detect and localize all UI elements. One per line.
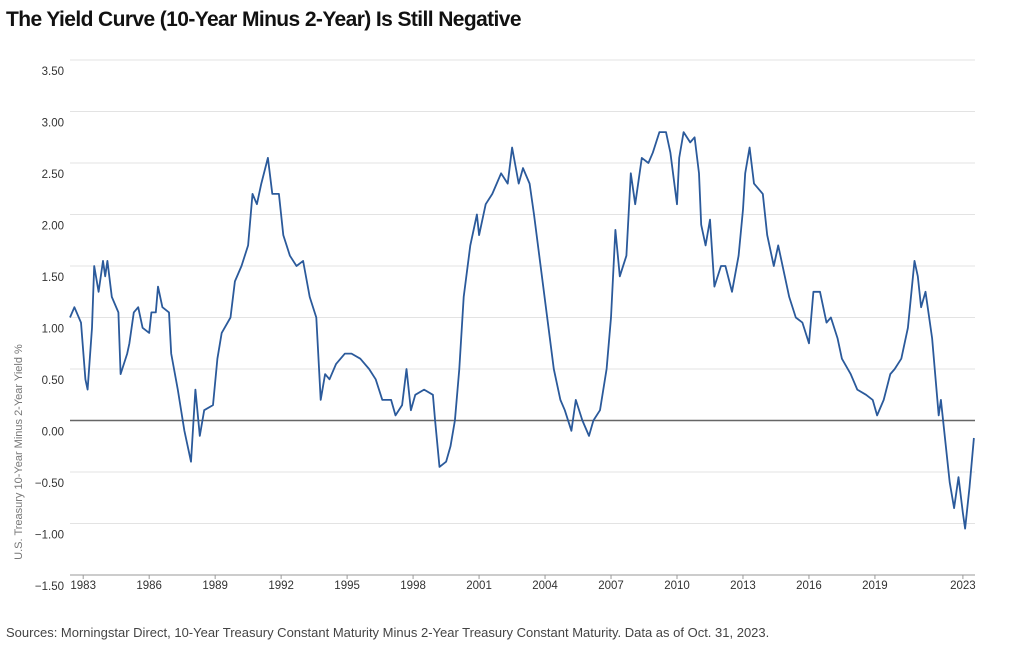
y-axis-label: U.S. Treasury 10-Year Minus 2-Year Yield… xyxy=(13,344,25,560)
x-tick-label: 2016 xyxy=(796,580,822,592)
series-line xyxy=(69,131,975,530)
source-note: Sources: Morningstar Direct, 10-Year Tre… xyxy=(6,625,769,640)
x-tick-label: 2010 xyxy=(664,580,690,592)
x-tick-label: 2001 xyxy=(466,580,492,592)
y-tick-label: 3.00 xyxy=(42,118,64,130)
x-tick-label: 1986 xyxy=(136,580,162,592)
x-tick-label: 1998 xyxy=(400,580,426,592)
y-tick-label: −1.50 xyxy=(35,581,64,593)
x-tick-label: 2013 xyxy=(730,580,756,592)
x-tick-label: 2004 xyxy=(532,580,558,592)
x-tick-label: 1992 xyxy=(268,580,294,592)
y-tick-label: 0.50 xyxy=(42,375,64,387)
y-tick-label: 0.00 xyxy=(42,427,64,439)
y-tick-label: 2.00 xyxy=(42,221,64,233)
x-tick-label: 2023 xyxy=(950,580,976,592)
x-tick-label: 1989 xyxy=(202,580,228,592)
y-tick-label: 2.50 xyxy=(42,169,64,181)
y-tick-label: 3.50 xyxy=(42,66,64,78)
chart-title: The Yield Curve (10-Year Minus 2-Year) I… xyxy=(6,8,521,31)
x-tick-label: 2007 xyxy=(598,580,624,592)
x-tick-label: 1983 xyxy=(70,580,96,592)
x-tick-label: 2019 xyxy=(862,580,888,592)
y-tick-label: 1.50 xyxy=(42,272,64,284)
y-tick-label: −0.50 xyxy=(35,478,64,490)
y-tick-label: −1.00 xyxy=(35,530,64,542)
y-tick-label: 1.00 xyxy=(42,324,64,336)
x-tick-label: 1995 xyxy=(334,580,360,592)
